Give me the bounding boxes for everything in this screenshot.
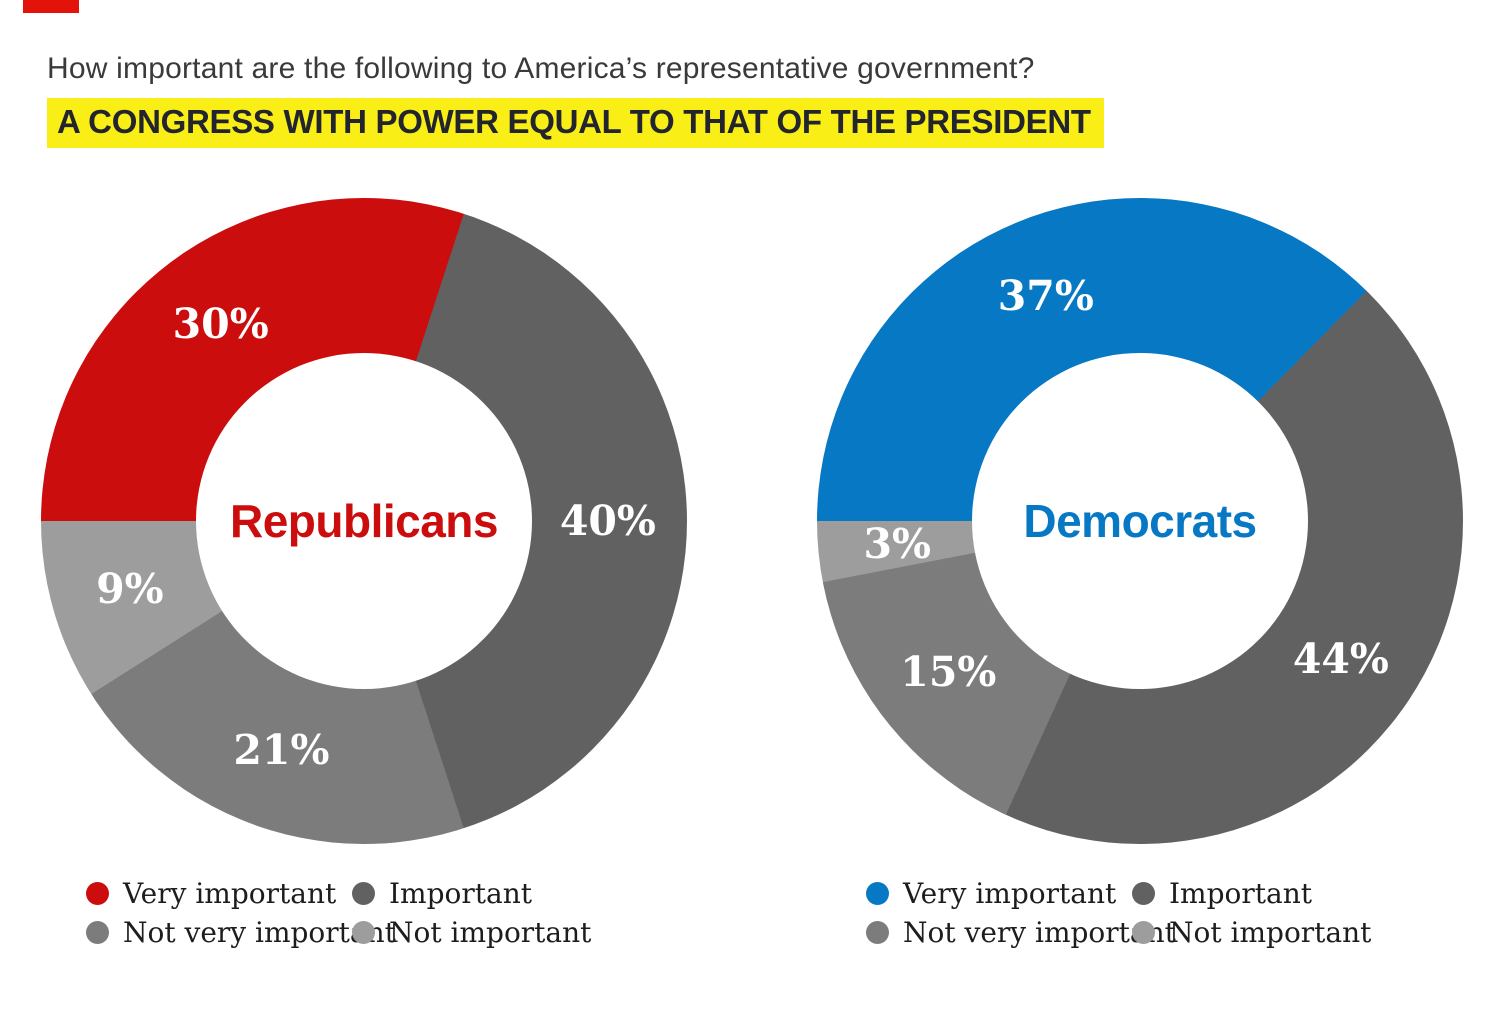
donut-hole-republicans: Republicans: [196, 353, 532, 689]
legend-label: Important: [1169, 877, 1313, 910]
donut-hole-democrats: Democrats: [972, 353, 1308, 689]
legend-label: Not very important: [903, 916, 1176, 949]
legend-dot-icon: [352, 921, 375, 944]
legend-label: Not important: [1169, 916, 1372, 949]
subtitle-text: A CONGRESS WITH POWER EQUAL TO THAT OF T…: [57, 103, 1091, 140]
slice-label-not-very-important: 21%: [233, 726, 330, 775]
legend-label: Important: [389, 877, 533, 910]
legend-label: Very important: [123, 877, 337, 910]
legend-label: Not important: [389, 916, 592, 949]
legend-item-very-important: Very important: [866, 877, 1132, 910]
donut-chart-democrats: Democrats 37% 44% 15% 3%: [817, 198, 1463, 844]
legend-dot-icon: [866, 921, 889, 944]
donut-chart-republicans: Republicans 30% 40% 21% 9%: [41, 198, 687, 844]
slice-label-not-very-important: 15%: [900, 647, 997, 696]
slice-label-not-important: 9%: [96, 565, 164, 614]
page-title: How important are the following to Ameri…: [47, 52, 1035, 85]
slice-label-important: 44%: [1292, 635, 1389, 684]
legend-democrats: Very important Important Not very importan…: [866, 874, 1371, 952]
slice-label-very-important: 30%: [172, 299, 269, 348]
legend-dot-icon: [352, 882, 375, 905]
legend-label: Not very important: [123, 916, 396, 949]
legend-item-not-very-important: Not very important: [86, 916, 396, 949]
legend-dot-icon: [86, 882, 109, 905]
legend-dot-icon: [1132, 921, 1155, 944]
legend-dot-icon: [866, 882, 889, 905]
brand-red-tab: [23, 0, 79, 13]
legend-republicans: Very important Important Not very importan…: [86, 874, 591, 952]
legend-item-very-important: Very important: [86, 877, 352, 910]
subtitle-highlight: A CONGRESS WITH POWER EQUAL TO THAT OF T…: [47, 98, 1104, 148]
center-label-republicans: Republicans: [229, 495, 499, 547]
legend-item-not-important: Not important: [1132, 916, 1371, 949]
legend-item-not-very-important: Not very important: [866, 916, 1176, 949]
legend-dot-icon: [86, 921, 109, 944]
legend-item-important: Important: [1132, 877, 1371, 910]
legend-dot-icon: [1132, 882, 1155, 905]
legend-item-not-important: Not important: [352, 916, 591, 949]
slice-label-very-important: 37%: [997, 272, 1094, 321]
legend-item-important: Important: [352, 877, 591, 910]
slice-label-not-important: 3%: [863, 520, 931, 569]
center-label-democrats: Democrats: [1023, 495, 1257, 547]
slice-label-important: 40%: [559, 497, 656, 545]
legend-label: Very important: [903, 877, 1117, 910]
